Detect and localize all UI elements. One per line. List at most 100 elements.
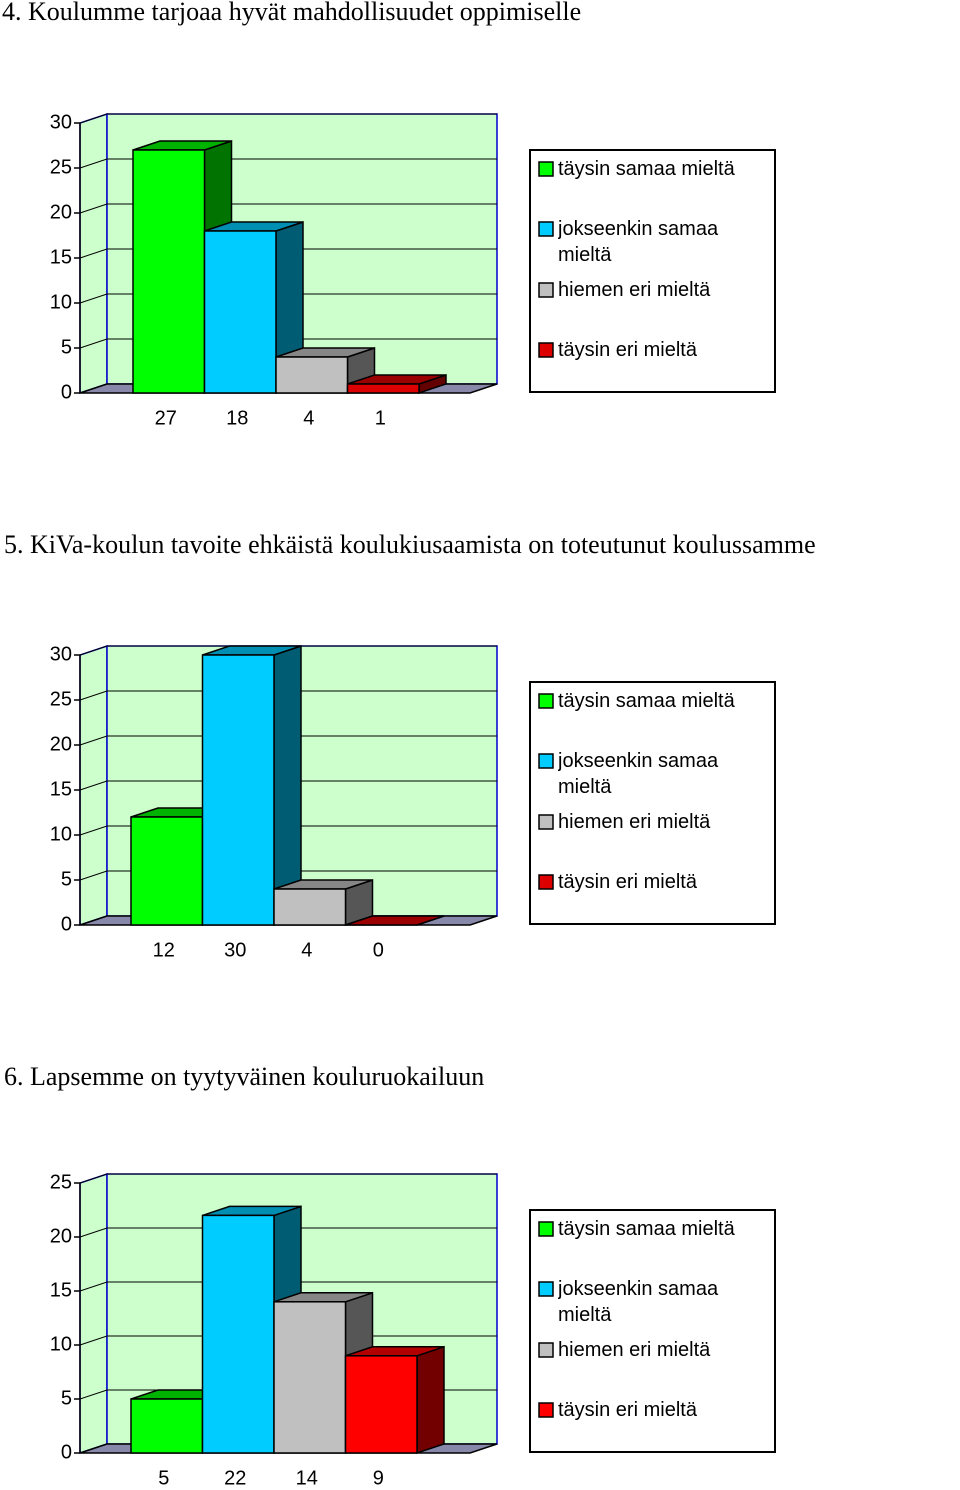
- legend-swatch: [538, 221, 554, 237]
- legend: täysin samaa mieltä jokseenkin samaa miel…: [529, 681, 776, 925]
- legend-swatch: [538, 693, 554, 709]
- y-tick-label: 30: [50, 111, 72, 133]
- legend-box: [529, 149, 776, 393]
- legend-swatch: [538, 753, 554, 769]
- legend-label: täysin eri mieltä: [558, 1399, 697, 1421]
- legend-label: täysin samaa mieltä: [558, 690, 735, 712]
- legend-label-box: hiemen eri mieltä: [558, 279, 711, 301]
- legend-box: [529, 681, 776, 925]
- legend-label-box: hiemen eri mieltä: [558, 811, 711, 833]
- legend-label-box: täysin eri mieltä: [558, 871, 697, 893]
- legend-label-box: täysin samaa mieltä: [558, 690, 735, 712]
- y-tick-label: 10: [50, 823, 72, 845]
- y-tick-label: 5: [61, 336, 72, 358]
- bar-front: [130, 816, 204, 926]
- legend-swatch: [538, 814, 554, 830]
- bar-front: [201, 654, 275, 926]
- bar: [273, 878, 374, 927]
- bar: [201, 644, 302, 927]
- bar-front: [273, 888, 347, 926]
- data-label: 18: [226, 407, 248, 429]
- grid-line: [79, 113, 497, 124]
- legend-label: jokseenkin samaa mieltä: [558, 750, 719, 798]
- legend-swatch: [538, 161, 554, 177]
- grid-line: [79, 293, 497, 304]
- legend: täysin samaa mieltä jokseenkin samaa miel…: [529, 149, 776, 393]
- bar-front: [273, 1301, 347, 1454]
- data-label: 5: [158, 1467, 169, 1489]
- legend-label-box: jokseenkin samaa mieltä: [558, 750, 719, 798]
- legend-swatch: [538, 1281, 554, 1297]
- y-tick-label: 20: [50, 1225, 72, 1247]
- legend-label: hiemen eri mieltä: [558, 1339, 711, 1361]
- grid-line: [79, 248, 497, 259]
- data-label: 12: [153, 939, 175, 961]
- legend-label: hiemen eri mieltä: [558, 811, 711, 833]
- legend-label-box: täysin samaa mieltä: [558, 158, 735, 180]
- legend-label-box: jokseenkin samaa mieltä: [558, 1278, 719, 1326]
- grid-line: [79, 338, 497, 349]
- grid-line: [79, 870, 497, 881]
- bar-front: [130, 1398, 204, 1454]
- legend-swatch: [538, 1402, 554, 1418]
- legend: täysin samaa mieltä jokseenkin samaa miel…: [529, 1209, 776, 1453]
- legend-label: täysin eri mieltä: [558, 871, 697, 893]
- legend-swatch: [538, 1342, 554, 1358]
- legend-label: täysin eri mieltä: [558, 339, 697, 361]
- y-tick-label: 30: [50, 643, 72, 665]
- bar-front: [344, 1355, 418, 1454]
- bar-front: [132, 149, 206, 394]
- data-label: 9: [373, 1467, 384, 1489]
- data-label: 27: [155, 407, 177, 429]
- bar-front: [203, 230, 277, 394]
- grid-line: [79, 690, 497, 701]
- grid-line: [79, 158, 497, 169]
- y-tick-label: 15: [50, 1279, 72, 1301]
- bar-side: [416, 1345, 445, 1455]
- y-tick-label: 5: [61, 868, 72, 890]
- bar-front: [275, 356, 349, 394]
- legend-label-box: jokseenkin samaa mieltä: [558, 218, 719, 266]
- y-tick-label: 25: [50, 156, 72, 178]
- legend-label: jokseenkin samaa mieltä: [558, 218, 719, 266]
- data-label: 1: [375, 407, 386, 429]
- side-wall: [79, 1172, 108, 1455]
- y-tick-label: 10: [50, 1333, 72, 1355]
- grid-line: [79, 645, 497, 656]
- data-label: 22: [224, 1467, 246, 1489]
- grid-line: [79, 1173, 497, 1184]
- data-label: 30: [224, 939, 246, 961]
- y-tick-label: 15: [50, 778, 72, 800]
- data-label: 4: [303, 407, 314, 429]
- y-tick-label: 20: [50, 201, 72, 223]
- bar: [344, 1345, 445, 1455]
- bar-top: [345, 915, 445, 926]
- chart-title: 4. Koulumme tarjoaa hyvät mahdollisuudet…: [2, 0, 581, 26]
- legend-label: täysin samaa mieltä: [558, 158, 735, 180]
- y-tick-label: 5: [61, 1387, 72, 1409]
- data-label: 0: [373, 939, 384, 961]
- legend-swatch: [538, 342, 554, 358]
- grid-line: [79, 203, 497, 214]
- y-tick-label: 0: [61, 913, 72, 935]
- y-tick-label: 25: [50, 688, 72, 710]
- legend-label-box: täysin samaa mieltä: [558, 1218, 735, 1240]
- grid-line: [79, 1281, 497, 1292]
- bar: [345, 915, 445, 926]
- legend-label-box: täysin eri mieltä: [558, 339, 697, 361]
- grid-line: [79, 735, 497, 746]
- y-tick-label: 0: [61, 1441, 72, 1463]
- legend-label: hiemen eri mieltä: [558, 279, 711, 301]
- bar: [346, 373, 447, 395]
- bar-front: [201, 1214, 275, 1454]
- legend-label: jokseenkin samaa mieltä: [558, 1278, 719, 1326]
- chart-title: 6. Lapsemme on tyytyväinen kouluruokailu…: [4, 1062, 484, 1091]
- data-label: 4: [301, 939, 312, 961]
- legend-box: [529, 1209, 776, 1453]
- legend-swatch: [538, 874, 554, 890]
- y-tick-label: 25: [50, 1171, 72, 1193]
- y-tick-label: 15: [50, 246, 72, 268]
- y-tick-label: 10: [50, 291, 72, 313]
